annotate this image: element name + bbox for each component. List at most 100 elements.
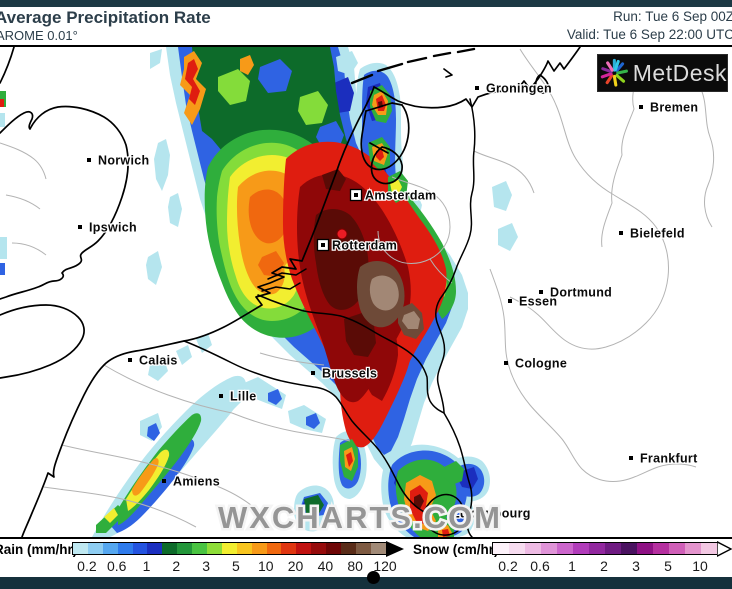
city-rotterdam: Rotterdam: [316, 237, 398, 254]
colorbar-segment: [493, 543, 509, 554]
colorbar-tick-label: 1: [568, 558, 576, 574]
location-marker[interactable]: [336, 228, 348, 240]
admin-borders: [0, 48, 715, 528]
top-bar: [0, 0, 732, 7]
precip-field: [0, 47, 518, 537]
colorbar-tick-label: 0.2: [77, 558, 97, 574]
colorbar-tick-label: 40: [317, 558, 334, 574]
city-norwich: Norwich: [87, 152, 150, 169]
colorbar-segment: [341, 543, 356, 554]
watermark-text: WXCHARTS.COM: [218, 500, 502, 535]
city-marker-dot: [619, 231, 623, 235]
colorbar-tick-label: 0.6: [106, 558, 127, 574]
colorbar-tick-label: 2: [600, 558, 608, 574]
colorbar-tick-label: 120: [373, 558, 397, 574]
colorbar-tick-label: 3: [202, 558, 211, 574]
city-label: Luxembourg: [452, 507, 531, 521]
city-label: Norwich: [98, 154, 149, 168]
colorbar-segment: [132, 543, 148, 554]
city-marker-dot: [475, 86, 479, 90]
rain-colorbar-arrow: [386, 541, 404, 557]
colorbar-segment: [311, 543, 327, 554]
colorbar-segment: [162, 543, 178, 554]
city-marker-dot: [219, 394, 223, 398]
city-marker-dot: [508, 299, 512, 303]
colorbar-segment: [637, 543, 653, 554]
city-label: Essen: [519, 295, 557, 309]
city-labels: Norwich Ipswich Groningen Bremen Amsterdam Ro…: [78, 80, 699, 522]
model-label: AROME 0.01°: [0, 28, 78, 43]
map-canvas: Norwich Ipswich Groningen Bremen Amsterdam Ro…: [0, 47, 715, 537]
city-label: Calais: [139, 354, 178, 368]
colorbar-tick-label: 3: [632, 558, 640, 574]
run-time-label: Run: Tue 6 Sep 00Z: [613, 9, 732, 24]
city-luxembourg: Luxembourg: [441, 505, 532, 522]
colorbar-tick-label: 5: [232, 558, 240, 574]
colorbar-segment: [296, 543, 312, 554]
city-calais: Calais: [128, 352, 179, 369]
timeline-bar[interactable]: [0, 577, 732, 589]
colorbar-tick-label: 10: [692, 558, 708, 574]
city-marker-dot: [162, 479, 166, 483]
rain-colorbar: [72, 542, 387, 555]
colorbar-segment: [207, 543, 222, 554]
colorbar-segment: [509, 543, 525, 554]
colorbar-segment: [87, 543, 103, 554]
legend: Rain (mm/hr) 0.2 0.6 1 2 3 5 10 20 40 80 120 Snow …: [0, 539, 732, 577]
metdesk-logo[interactable]: MetDesk: [598, 55, 727, 91]
colorbar-segment: [541, 543, 557, 554]
city-marker-dot: [539, 290, 543, 294]
city-marker-dot: [321, 243, 325, 247]
coastlines-borders: [0, 47, 581, 537]
city-marker-dot: [639, 105, 643, 109]
colorbar-segment: [147, 543, 163, 554]
city-label: Groningen: [486, 82, 552, 96]
city-marker-dot: [87, 158, 91, 162]
city-label: Lille: [230, 390, 257, 404]
colorbar-segment: [605, 543, 621, 554]
city-brussels: Brussels: [311, 365, 378, 382]
logo-text: MetDesk: [632, 59, 727, 86]
colorbar-segment: [370, 543, 386, 554]
colorbar-tick-label: 2: [172, 558, 181, 574]
timeline-scrubber-dot[interactable]: [366, 571, 380, 584]
colorbar-segment: [653, 543, 669, 554]
colorbar-segment: [685, 543, 701, 554]
colorbar-segment: [621, 543, 637, 554]
colorbar-segment: [192, 543, 208, 554]
colorbar-segment: [557, 543, 573, 554]
city-label: Amsterdam: [365, 189, 436, 203]
colorbar-tick-label: 0.2: [498, 558, 518, 574]
snow-colorbar: [492, 542, 718, 555]
chart-header: Average Precipitation Rate AROME 0.01° R…: [0, 7, 732, 45]
colorbar-segment: [266, 543, 282, 554]
city-label: Bielefeld: [630, 227, 685, 241]
starburst-icon: [600, 58, 628, 87]
colorbar-segment: [701, 543, 717, 554]
colorbar-segment: [281, 543, 297, 554]
snow-colorbar-arrow: [717, 541, 732, 557]
valid-time-label: Valid: Tue 6 Sep 22:00 UTC: [566, 27, 732, 42]
colorbar-tick-label: 10: [257, 558, 274, 574]
city-marker-dot: [504, 361, 508, 365]
city-ipswich: Ipswich: [78, 219, 138, 236]
colorbar-segment: [573, 543, 589, 554]
city-amsterdam: Amsterdam: [349, 187, 437, 204]
precipitation-map: Norwich Ipswich Groningen Bremen Amsterdam Ro…: [0, 45, 732, 539]
rain-legend-label: Rain (mm/hr): [0, 542, 78, 557]
colorbar-segment: [251, 543, 267, 554]
city-dortmund: Dortmund: [539, 284, 613, 301]
city-label: Bremen: [650, 101, 698, 115]
city-bielefeld: Bielefeld: [619, 225, 686, 242]
city-marker-dot: [311, 371, 315, 375]
city-label: Dortmund: [550, 286, 612, 300]
city-lille: Lille: [219, 388, 257, 405]
colorbar-segment: [236, 543, 252, 554]
city-groningen: Groningen: [475, 80, 553, 97]
city-label: Brussels: [322, 367, 377, 381]
colorbar-tick-label: 5: [664, 558, 672, 574]
city-marker-dot: [441, 511, 445, 515]
snow-legend-label: Snow (cm/hr): [413, 542, 499, 557]
city-label: Cologne: [515, 357, 567, 371]
